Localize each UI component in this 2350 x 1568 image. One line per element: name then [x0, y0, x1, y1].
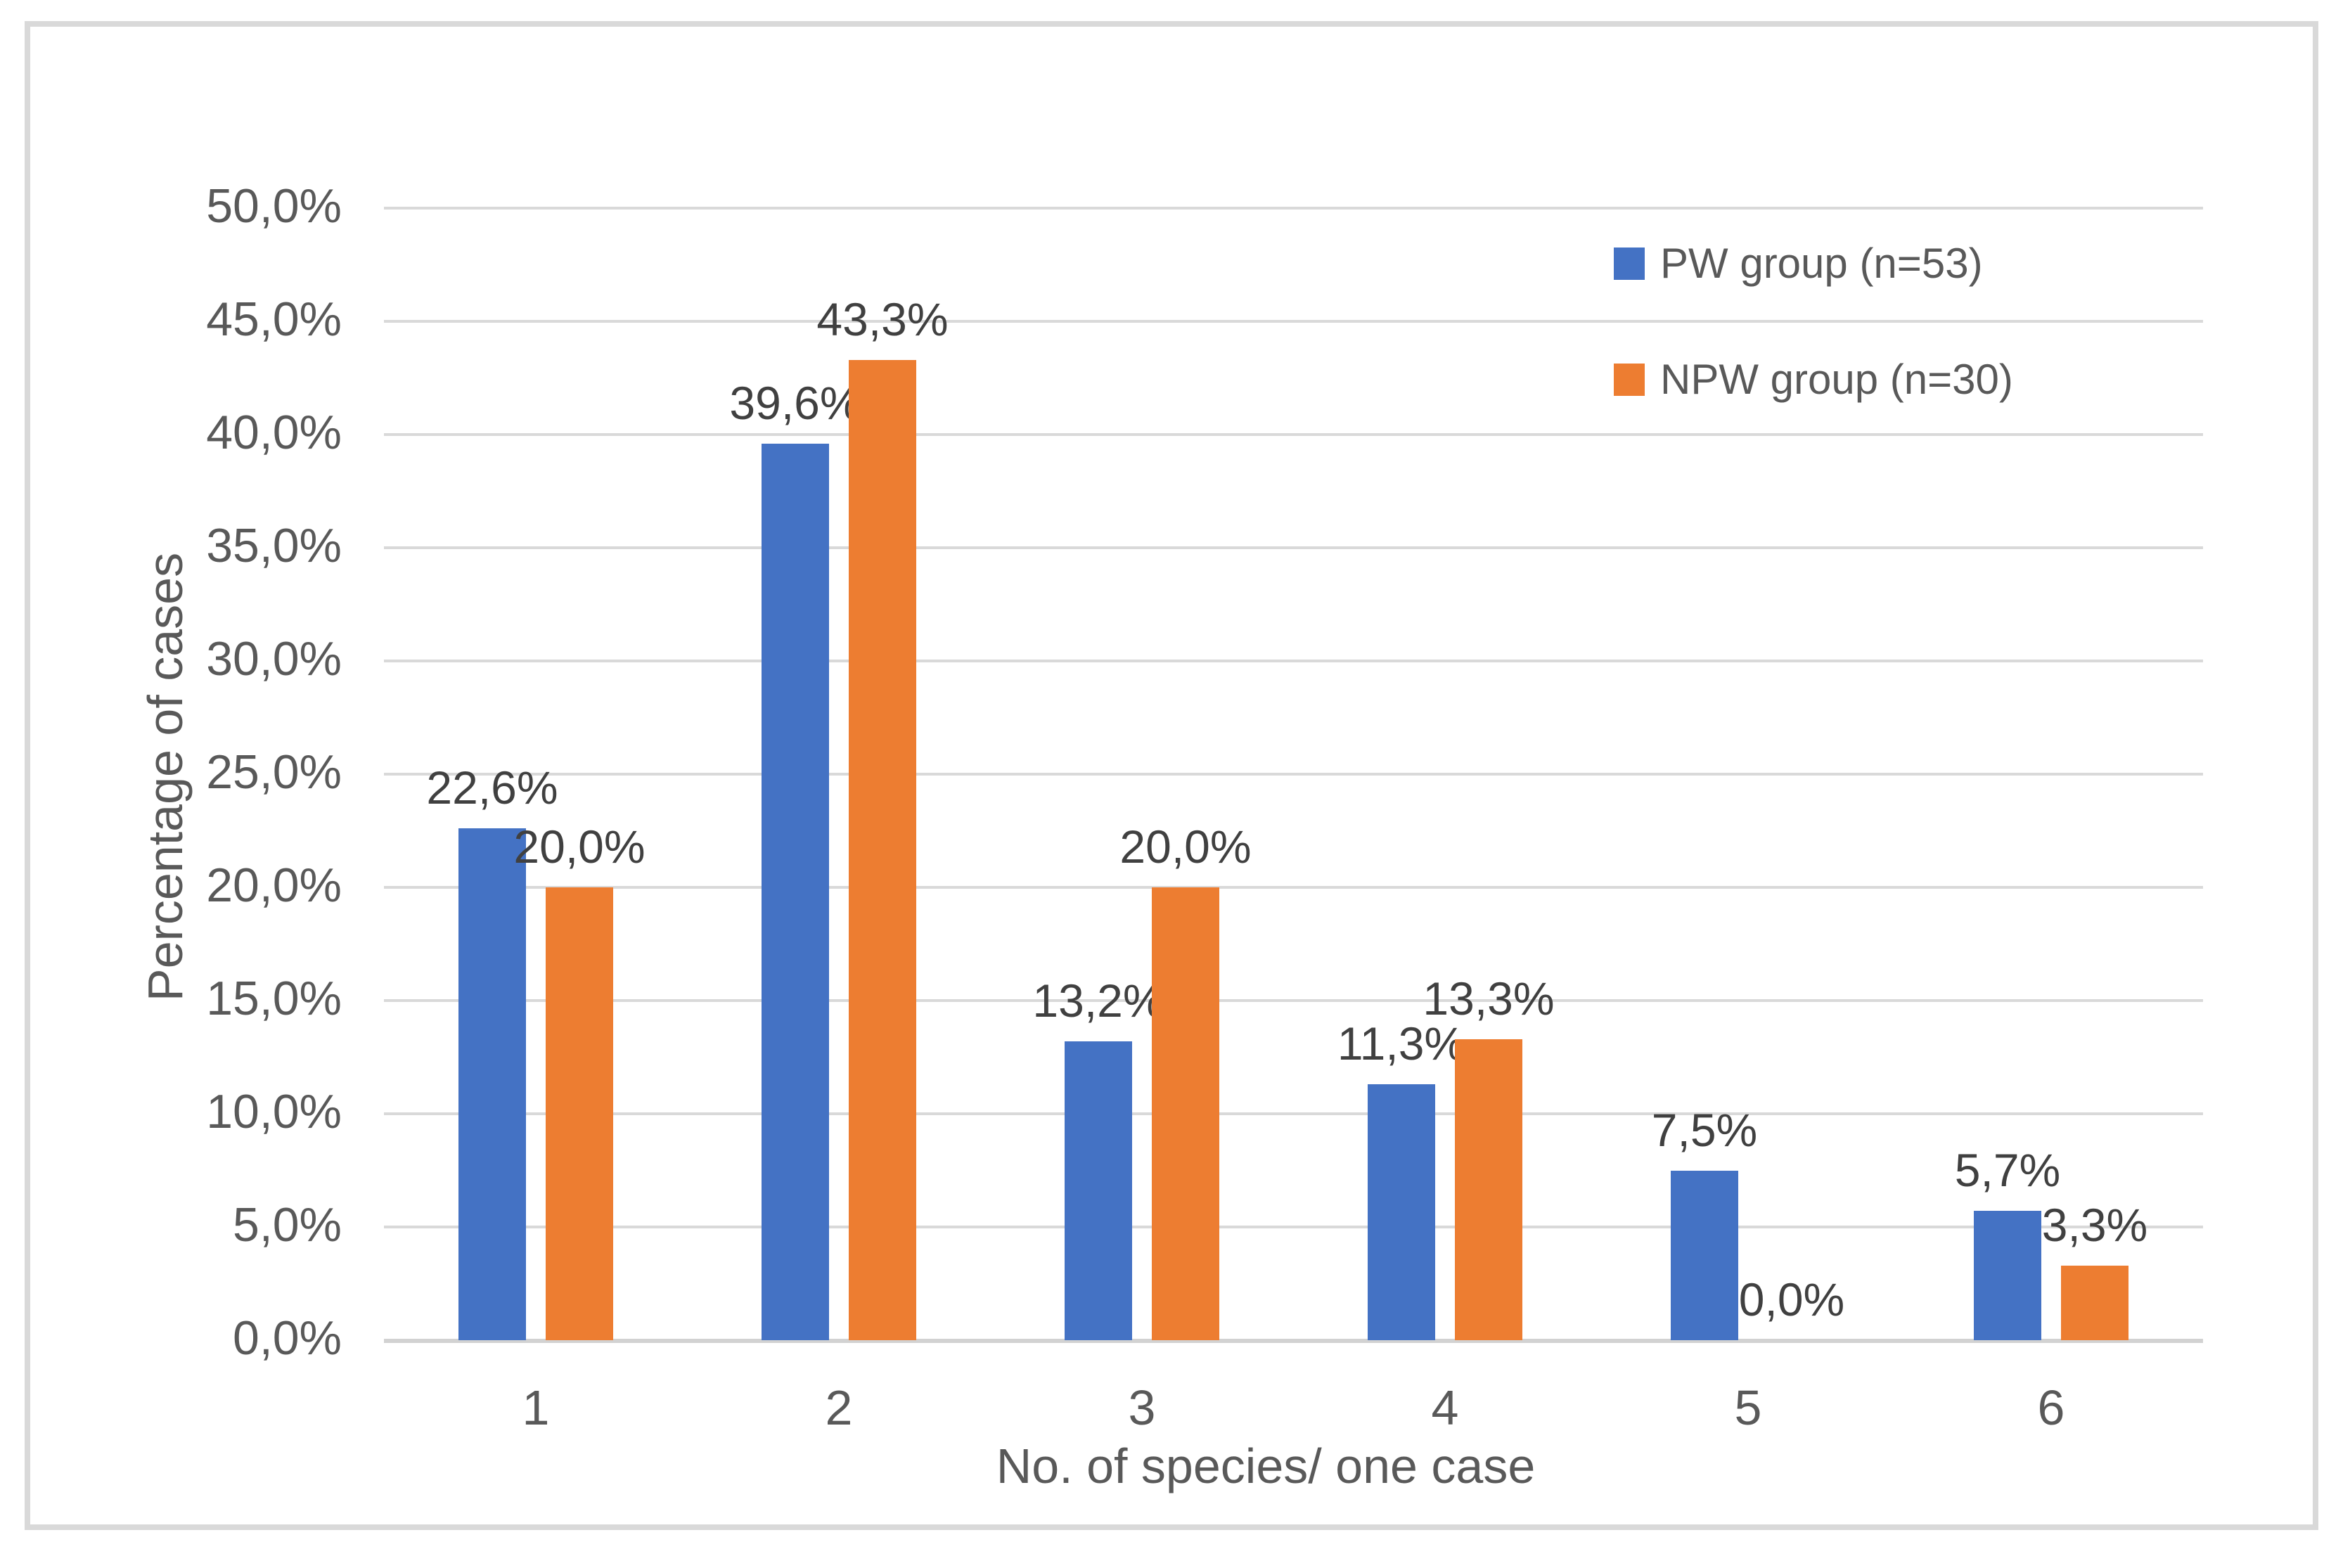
data-label-npw-cat6: 3,3%: [2041, 1198, 2148, 1251]
x-tick-label-6: 6: [2037, 1380, 2065, 1435]
bar-npw-cat1: [546, 887, 613, 1340]
y-tick-label-20: 20,0%: [206, 859, 342, 912]
bar-pw-cat2: [762, 443, 829, 1340]
data-label-npw-cat3: 20,0%: [1119, 821, 1252, 873]
data-label-pw-cat5: 7,5%: [1651, 1103, 1758, 1156]
bar-npw-cat4: [1455, 1039, 1522, 1340]
data-label-pw-cat1: 22,6%: [426, 761, 558, 814]
y-gridline-30: [384, 660, 2203, 662]
bar-pw-cat3: [1065, 1041, 1132, 1340]
bar-npw-cat2: [849, 359, 916, 1340]
y-gridline-5: [384, 1226, 2203, 1228]
bar-npw-cat6: [2061, 1265, 2129, 1340]
y-gridline-35: [384, 546, 2203, 549]
y-gridline-15: [384, 999, 2203, 1002]
data-label-npw-cat5: 0,0%: [1738, 1273, 1845, 1325]
y-tick-label-50: 50,0%: [206, 179, 342, 233]
data-label-pw-cat4: 11,3%: [1337, 1017, 1466, 1070]
data-label-pw-cat6: 5,7%: [1954, 1144, 2061, 1197]
x-tick-label-1: 1: [522, 1380, 550, 1435]
y-gridline-10: [384, 1112, 2203, 1115]
bar-pw-cat5: [1671, 1170, 1738, 1340]
bar-pw-cat1: [458, 828, 526, 1340]
x-tick-label-5: 5: [1734, 1380, 1762, 1435]
y-tick-label-25: 25,0%: [206, 745, 342, 799]
y-tick-label-0: 0,0%: [233, 1311, 342, 1365]
bar-npw-cat3: [1152, 887, 1219, 1340]
y-tick-label-5: 5,0%: [233, 1198, 342, 1252]
legend-label-npw: NPW group (n=30): [1660, 356, 2013, 403]
y-tick-label-30: 30,0%: [206, 632, 342, 686]
x-axis-line: [384, 1339, 2203, 1343]
legend-swatch-npw: [1614, 363, 1645, 396]
y-gridline-40: [384, 433, 2203, 436]
x-axis-title: No. of species/ one case: [996, 1439, 1536, 1493]
legend-swatch-pw: [1614, 247, 1645, 280]
legend-label-pw: PW group (n=53): [1660, 240, 1983, 287]
y-tick-label-15: 15,0%: [206, 972, 342, 1025]
legend-item-pw: PW group (n=53): [1614, 239, 1983, 288]
x-tick-label-3: 3: [1128, 1380, 1156, 1435]
x-tick-label-4: 4: [1431, 1380, 1459, 1435]
bar-pw-cat4: [1368, 1084, 1435, 1340]
y-tick-label-10: 10,0%: [206, 1085, 342, 1138]
y-gridline-25: [384, 773, 2203, 776]
data-label-npw-cat4: 13,3%: [1423, 972, 1555, 1024]
data-label-pw-cat2: 39,6%: [729, 376, 861, 429]
y-tick-label-40: 40,0%: [206, 406, 342, 459]
data-label-npw-cat1: 20,0%: [513, 821, 646, 873]
y-tick-label-45: 45,0%: [206, 293, 342, 346]
y-tick-label-35: 35,0%: [206, 519, 342, 572]
data-label-pw-cat3: 13,2%: [1032, 974, 1164, 1027]
y-gridline-45: [384, 320, 2203, 323]
y-gridline-50: [384, 207, 2203, 210]
y-gridline-20: [384, 886, 2203, 889]
x-tick-label-2: 2: [825, 1380, 853, 1435]
bar-pw-cat6: [1974, 1211, 2041, 1340]
legend-item-npw: NPW group (n=30): [1614, 355, 2013, 404]
data-label-npw-cat2: 43,3%: [816, 293, 949, 345]
